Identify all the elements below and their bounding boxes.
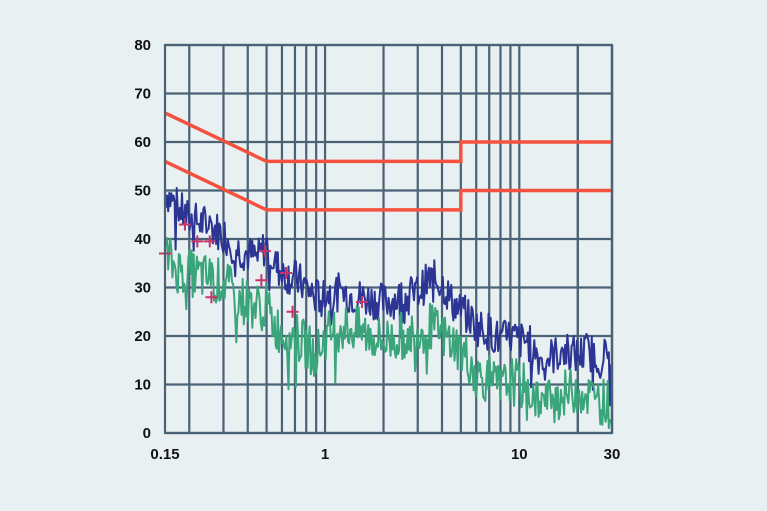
peak-marker: [255, 274, 268, 287]
x-tick-labels: 0.15 1 10 30: [150, 446, 620, 463]
measurement-trace-upper: [164, 187, 613, 407]
peak-marker: [203, 235, 216, 248]
peak-marker: [178, 218, 191, 231]
y-tick-label: 80: [134, 37, 151, 54]
y-tick-label: 10: [134, 377, 151, 394]
peak-marker: [280, 266, 293, 279]
peak-marker: [356, 296, 369, 309]
y-tick-label: 50: [134, 183, 151, 200]
plot-frame: [163, 43, 614, 435]
y-tick-label: 60: [134, 134, 151, 151]
peak-marker: [258, 245, 271, 258]
y-tick-label: 30: [134, 280, 151, 297]
x-tick-label: 10: [511, 446, 528, 463]
x-tick-label: 0.15: [150, 446, 179, 463]
measurement-trace-lower: [164, 237, 613, 430]
y-tick-label: 40: [134, 231, 151, 248]
y-tick-label: 0: [143, 425, 151, 442]
peak-marker: [191, 235, 204, 248]
peak-marker: [286, 305, 299, 318]
x-tick-label: 1: [321, 446, 329, 463]
peak-marker: [205, 291, 218, 304]
y-tick-label: 20: [134, 328, 151, 345]
y-tick-label: 70: [134, 86, 151, 103]
limit-line: [164, 111, 612, 164]
limit-line: [164, 159, 612, 212]
peak-markers: [159, 218, 369, 318]
x-tick-label: 30: [604, 446, 621, 463]
y-tick-labels: 0 10 20 30 40 50 60 70 80: [134, 37, 151, 442]
series-lines: [164, 111, 613, 430]
